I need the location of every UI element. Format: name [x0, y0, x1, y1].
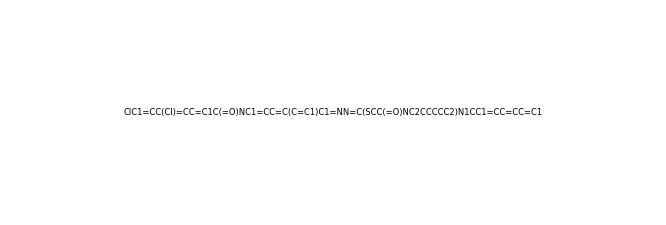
- Text: ClC1=CC(Cl)=CC=C1C(=O)NC1=CC=C(C=C1)C1=NN=C(SCC(=O)NC2CCCCC2)N1CC1=CC=CC=C1: ClC1=CC(Cl)=CC=C1C(=O)NC1=CC=C(C=C1)C1=N…: [123, 108, 543, 117]
